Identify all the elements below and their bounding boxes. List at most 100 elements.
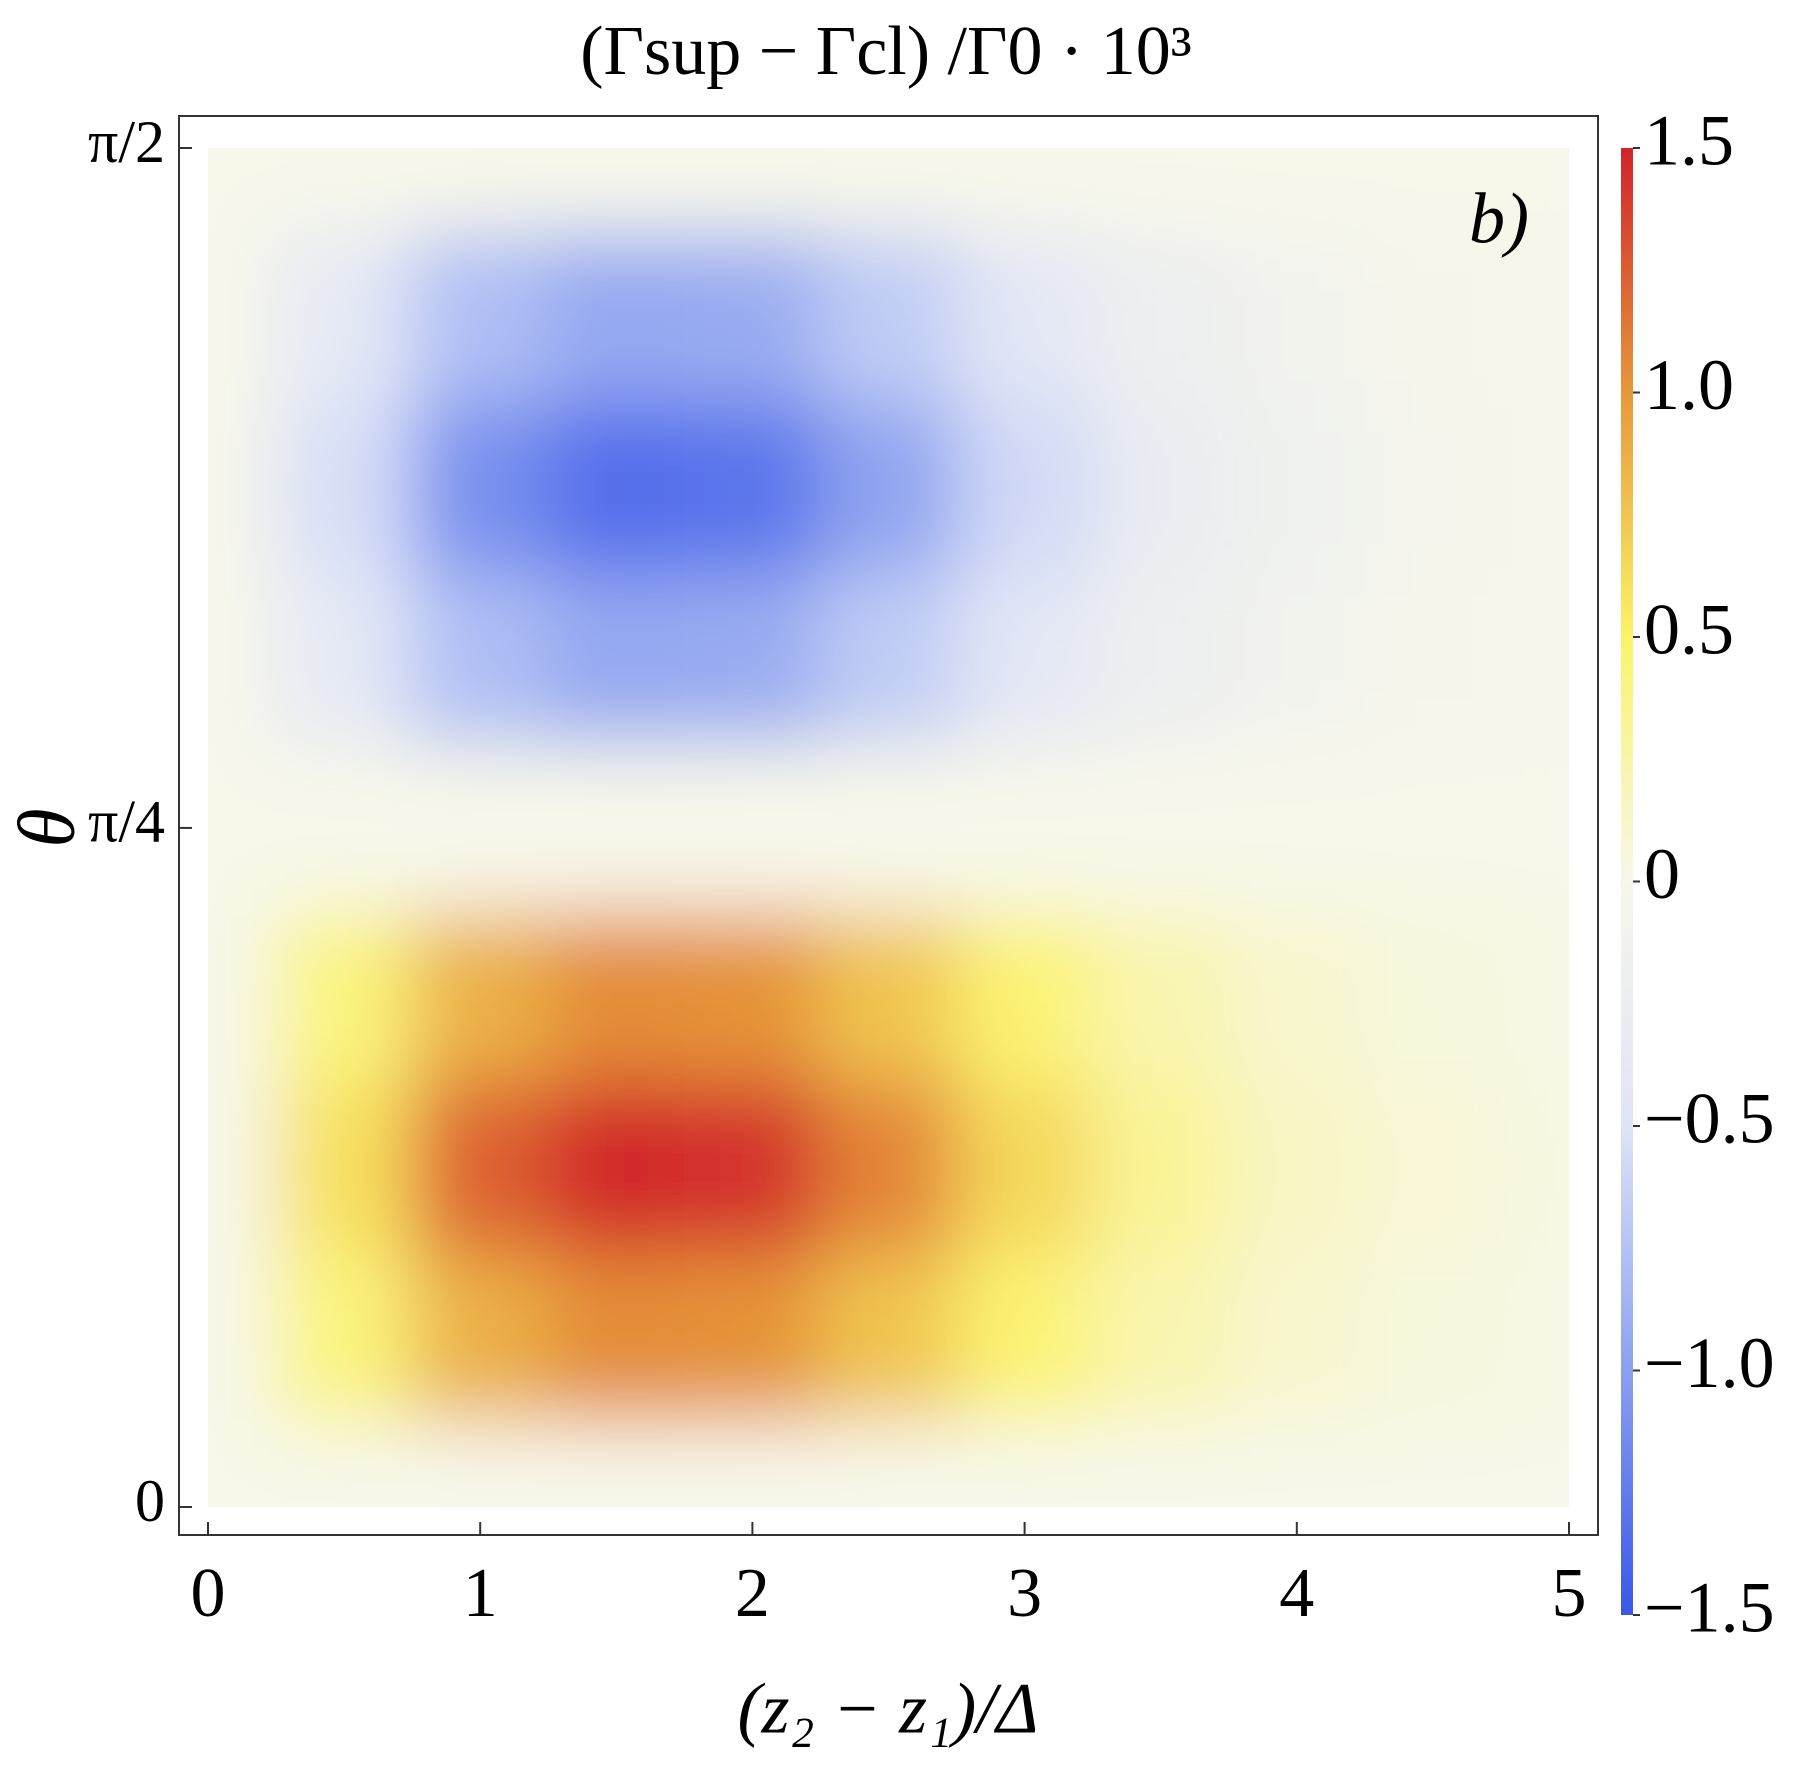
heat-cell [683, 232, 821, 404]
heat-cell [956, 1251, 1094, 1423]
heat-cell [411, 572, 549, 744]
heat-cell [411, 148, 549, 234]
heat-cell [1228, 1081, 1366, 1253]
heat-cell [1092, 572, 1230, 744]
heat-cell [208, 148, 277, 234]
heat-cell [956, 742, 1094, 914]
heat-cell [1500, 572, 1569, 744]
x-tick-label: 0 [191, 1555, 226, 1632]
heat-cell [819, 912, 958, 1083]
heat-cell [411, 742, 549, 914]
colorbar-tick-label: −0.5 [1644, 1079, 1775, 1159]
heat-cell [411, 1421, 549, 1507]
heat-cell [411, 912, 549, 1083]
colorbar-tick-label: −1.5 [1644, 1568, 1775, 1648]
chart-title: (Γsup − Γcl) /Γ0 · 10³ [580, 13, 1192, 90]
heat-cell [956, 1421, 1094, 1507]
heat-cell [275, 1251, 413, 1423]
heat-cell [1364, 572, 1502, 744]
heat-cell [1500, 1081, 1569, 1253]
heat-cell [411, 232, 549, 404]
colorbar-tick-label: 0.5 [1644, 590, 1734, 670]
heat-cell [1500, 402, 1569, 574]
heat-cell [1228, 1251, 1366, 1423]
heat-cell [819, 1081, 958, 1253]
heat-cell [683, 1421, 821, 1507]
heat-cell [1092, 232, 1230, 404]
y-tick-label: π/2 [88, 109, 165, 175]
heat-cell [956, 148, 1094, 234]
heat-cell [1092, 402, 1230, 574]
colorbar [1621, 148, 1633, 1615]
annotation: b) [1469, 179, 1529, 259]
heat-cell [275, 912, 413, 1083]
heat-cell [1092, 1081, 1230, 1253]
heat-cell [547, 1081, 685, 1253]
heat-cell [208, 912, 277, 1083]
heat-cell [1092, 912, 1230, 1083]
heat-cell [1228, 1421, 1366, 1507]
heat-cell [819, 402, 958, 574]
heat-cell [1364, 912, 1502, 1083]
heat-cell [1500, 148, 1569, 234]
heat-cell [411, 1081, 549, 1253]
heat-cell [683, 402, 821, 574]
heat-cell [1364, 1081, 1502, 1253]
heat-cell [956, 402, 1094, 574]
heat-cell [1364, 742, 1502, 914]
heat-cell [208, 402, 277, 574]
heat-cell [819, 742, 958, 914]
heat-cell [1092, 742, 1230, 914]
x-tick-label: 2 [735, 1555, 770, 1632]
heat-cell [208, 572, 277, 744]
heat-cell [956, 572, 1094, 744]
heatmap-cells [208, 148, 1569, 1507]
x-tick-label: 4 [1279, 1555, 1314, 1632]
heat-cell [1228, 232, 1366, 404]
heat-cell [956, 232, 1094, 404]
heat-cell [1228, 572, 1366, 744]
heat-cell [819, 1421, 958, 1507]
heat-cell [956, 912, 1094, 1083]
heat-cell [819, 148, 958, 234]
heat-cell [819, 1251, 958, 1423]
heat-cell [275, 148, 413, 234]
heat-cell [1364, 402, 1502, 574]
heat-cell [547, 742, 685, 914]
heat-cell [547, 232, 685, 404]
heat-cell [208, 1421, 277, 1507]
heat-cell [819, 572, 958, 744]
heat-cell [547, 148, 685, 234]
heat-cell [275, 1421, 413, 1507]
colorbar-tick-label: 0 [1644, 834, 1680, 914]
heat-cell [208, 232, 277, 404]
heat-cell [547, 402, 685, 574]
x-tick-label: 3 [1007, 1555, 1042, 1632]
x-tick-label: 5 [1552, 1555, 1587, 1632]
y-tick-label: 0 [135, 1468, 165, 1534]
heat-cell [275, 572, 413, 744]
y-tick-label: π/4 [88, 789, 165, 855]
heat-cell [956, 1081, 1094, 1253]
heat-cell [683, 742, 821, 914]
x-tick-label: 1 [463, 1555, 498, 1632]
heat-cell [1500, 232, 1569, 404]
colorbar-tick-label: 1.0 [1644, 345, 1734, 425]
heat-cell [1500, 1421, 1569, 1507]
heat-cell [547, 912, 685, 1083]
heat-cell [275, 232, 413, 404]
heat-cell [683, 148, 821, 234]
heat-cell [1092, 1421, 1230, 1507]
heat-cell [1500, 1251, 1569, 1423]
x-axis-label: (z₂ − z₁)/Δ [738, 1669, 1039, 1749]
heat-cell [683, 1081, 821, 1253]
heat-cell [683, 572, 821, 744]
colorbar-tick-label: 1.5 [1644, 101, 1734, 181]
heat-cell [547, 572, 685, 744]
heat-cell [208, 1251, 277, 1423]
heat-cell [208, 1081, 277, 1253]
colorbar-tick-label: −1.0 [1644, 1323, 1775, 1403]
heat-cell [1364, 1421, 1502, 1507]
plot-frame [178, 115, 1599, 1536]
